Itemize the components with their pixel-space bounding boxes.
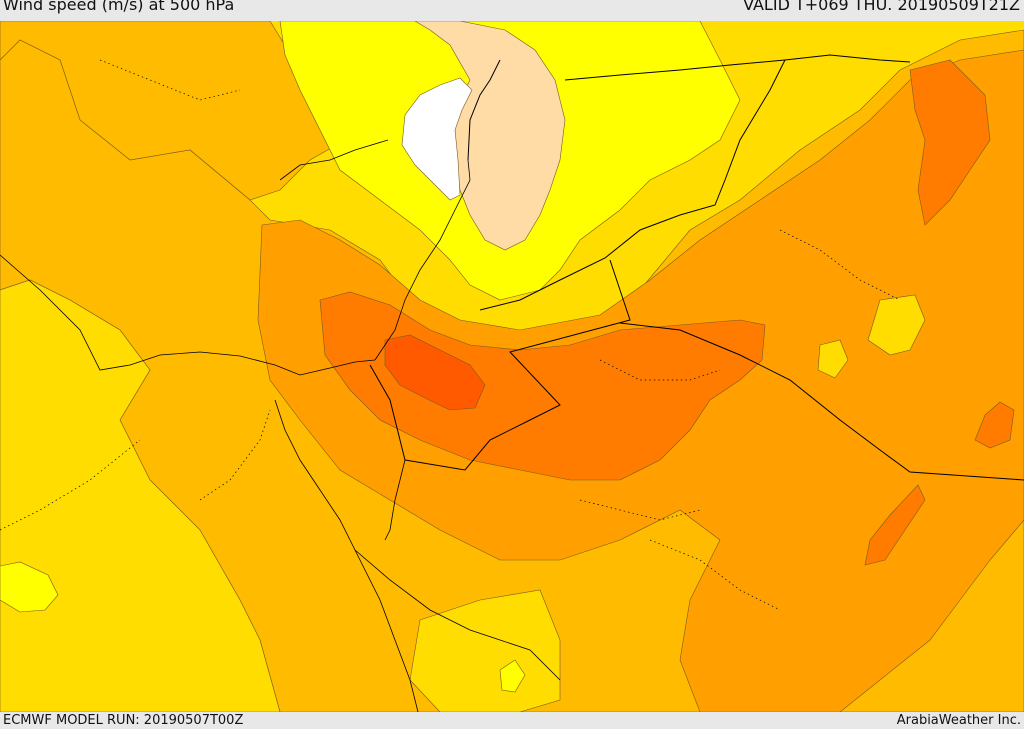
- field-elevated-patch-2: [867, 294, 926, 356]
- field-very-low: [414, 21, 566, 251]
- brand-credit: ArabiaWeather Inc.: [896, 713, 1021, 728]
- field-very-high-ne: [909, 59, 991, 226]
- field-elevated-patch-1: [817, 339, 849, 379]
- field-low-se: [499, 659, 526, 693]
- map-title: Wind speed (m/s) at 500 hPa: [3, 0, 235, 14]
- field-very-high-e: [974, 401, 1015, 449]
- field-highest: [384, 334, 486, 411]
- coastlines: [0, 139, 561, 712]
- wind-speed-map: [0, 21, 1024, 712]
- field-lowest: [401, 77, 473, 201]
- valid-time: VALID T+069 THU. 20190509T21Z: [743, 0, 1020, 14]
- borders: [369, 54, 1024, 481]
- footer-bar: ECMWF MODEL RUN: 20190507T00Z ArabiaWeat…: [0, 712, 1024, 729]
- field-moderate-s: [409, 589, 561, 712]
- admin-borders: [0, 59, 901, 611]
- model-run: ECMWF MODEL RUN: 20190507T00Z: [3, 713, 244, 728]
- header-bar: Wind speed (m/s) at 500 hPa VALID T+069 …: [0, 0, 1024, 21]
- map-area: [0, 21, 1024, 712]
- field-moderate-sw: [0, 279, 281, 712]
- field-very-high-se: [864, 484, 926, 566]
- field-low-sw: [0, 561, 59, 613]
